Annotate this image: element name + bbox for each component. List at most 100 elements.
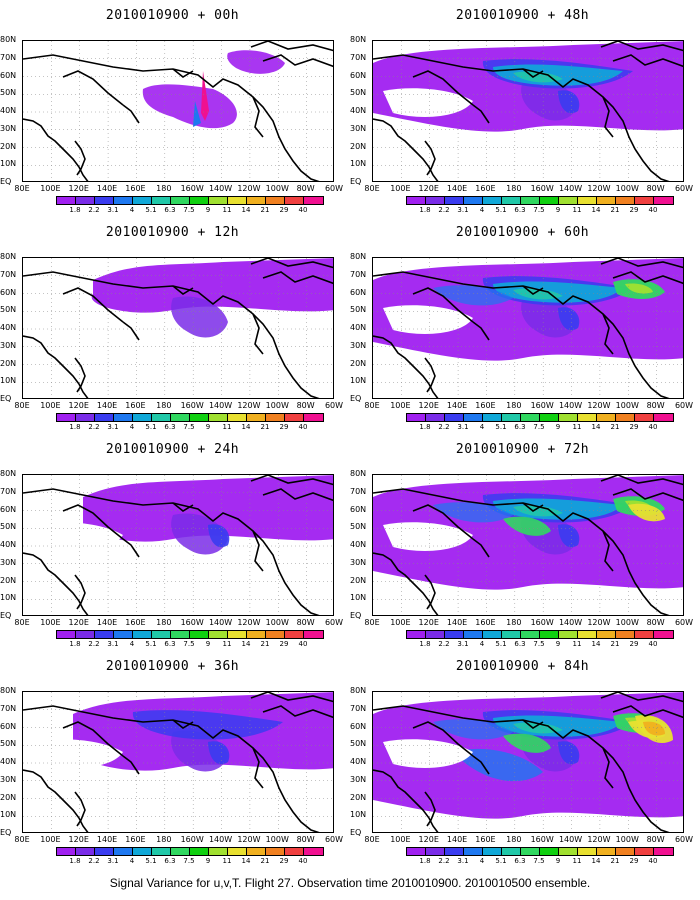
- longitude-label: 140W: [558, 401, 583, 410]
- colorbar-swatch: [285, 631, 304, 638]
- coastline: [122, 755, 140, 775]
- longitude-label: 100E: [40, 184, 61, 193]
- colorbar-swatch: [635, 631, 654, 638]
- coastline: [74, 140, 86, 176]
- latitude-label: 60N: [0, 287, 17, 297]
- colorbar-label: 11: [222, 206, 232, 214]
- colorbar-swatch: [559, 197, 578, 204]
- longitude-label: 80W: [296, 184, 315, 193]
- latitude-label: EQ: [0, 828, 12, 837]
- colorbar-label: 21: [260, 423, 270, 431]
- longitude-label: 140W: [558, 835, 583, 844]
- longitude-label: 120W: [237, 618, 261, 627]
- longitude-label: 60W: [674, 618, 694, 627]
- coastline: [424, 140, 436, 176]
- longitude-label: 120W: [587, 618, 611, 627]
- colorbar: [56, 630, 324, 639]
- colorbar-swatch: [247, 414, 266, 421]
- coastline: [23, 271, 320, 398]
- longitude-label: 120E: [418, 184, 439, 193]
- colorbar: [406, 196, 674, 205]
- colorbar-label: 40: [298, 206, 308, 214]
- colorbar-label: 5.1: [495, 857, 507, 865]
- longitude-label: 140W: [208, 835, 233, 844]
- colorbar-label: 11: [222, 857, 232, 865]
- coastline: [250, 692, 333, 703]
- colorbar-swatch: [114, 414, 133, 421]
- latitude-label: 30N: [0, 774, 17, 784]
- coastline: [172, 719, 194, 729]
- map-canvas: [23, 258, 333, 398]
- colorbar-swatch: [521, 631, 540, 638]
- latitude-label: 20N: [350, 575, 367, 585]
- colorbar: [406, 630, 674, 639]
- colorbar-swatch: [502, 848, 521, 855]
- latitude-label: 40N: [350, 323, 367, 332]
- map-panel: 2010010900 + 60h 80N 70N 60N 50N 40N 30N 20N 10N…: [350, 217, 695, 432]
- panel-title: 2010010900 + 84h: [455, 659, 590, 674]
- latitude-label: 30N: [0, 557, 17, 567]
- colorbar-swatch: [190, 414, 209, 421]
- colorbar-swatch: [616, 848, 635, 855]
- colorbar-swatch: [76, 414, 95, 421]
- longitude-label: 140E: [446, 618, 468, 627]
- coastline: [74, 791, 86, 827]
- panel-title: 2010010900 + 12h: [105, 225, 240, 240]
- latitude-label: EQ: [0, 611, 12, 620]
- colorbar-swatch: [228, 414, 247, 421]
- latitude-label: 20N: [350, 141, 367, 151]
- latitude-label: 80N: [0, 252, 17, 261]
- colorbar-label: 1.8: [419, 423, 431, 431]
- colorbar-swatch: [502, 414, 521, 421]
- map-panel: 2010010900 + 84h 80N 70N 60N 50N 40N 30N 20N 10N…: [350, 651, 695, 866]
- longitude-label: 100W: [265, 401, 289, 410]
- coastline: [252, 313, 264, 355]
- latitude-label: 60N: [0, 504, 17, 514]
- coastline: [472, 104, 490, 124]
- latitude-label: 60N: [0, 70, 17, 80]
- longitude-label: 140W: [208, 401, 233, 410]
- colorbar-swatch: [597, 197, 616, 204]
- colorbar-swatch: [578, 197, 597, 204]
- colorbar-label: 3.1: [457, 423, 469, 431]
- coastline: [424, 574, 436, 610]
- colorbar-swatch: [654, 848, 673, 855]
- colorbar-label: 14: [241, 206, 251, 214]
- map-frame: [372, 691, 684, 833]
- map-canvas: [23, 475, 333, 615]
- longitude-label: 140E: [96, 618, 118, 627]
- longitude-label: 140W: [208, 618, 233, 627]
- coastline: [600, 692, 683, 703]
- colorbar-label: 11: [572, 857, 582, 865]
- longitude-label: 140E: [96, 835, 118, 844]
- longitude-label: 160E: [475, 835, 496, 844]
- colorbar-swatch: [521, 197, 540, 204]
- longitude-label: 120E: [418, 835, 439, 844]
- longitude-label: 100E: [390, 184, 411, 193]
- latitude-label: 60N: [350, 287, 367, 297]
- latitude-label: 60N: [350, 504, 367, 514]
- colorbar-label: 14: [241, 857, 251, 865]
- colorbar-label: 6.3: [514, 206, 526, 214]
- latitude-label: 50N: [350, 88, 367, 98]
- colorbar-label: 40: [298, 423, 308, 431]
- longitude-label: 60W: [674, 401, 694, 410]
- colorbar-label: 21: [260, 206, 270, 214]
- colorbar-label: 11: [222, 423, 232, 431]
- colorbar-label: 2.2: [88, 857, 100, 865]
- colorbar-label: 9: [205, 206, 211, 214]
- longitude-label: 100E: [390, 835, 411, 844]
- colorbar-label: 11: [222, 640, 232, 648]
- colorbar-swatch: [247, 848, 266, 855]
- colorbar-label: 29: [629, 206, 639, 214]
- longitude-label: 80W: [296, 618, 315, 627]
- latitude-label: 40N: [350, 106, 367, 115]
- latitude-label: 20N: [0, 575, 17, 585]
- coastline: [472, 538, 490, 558]
- map-canvas: [373, 475, 683, 615]
- longitude-label: 100E: [390, 401, 411, 410]
- coastline: [412, 287, 474, 323]
- colorbar-swatch: [266, 414, 285, 421]
- latitude-label: 80N: [0, 469, 17, 478]
- colorbar-swatch: [57, 631, 76, 638]
